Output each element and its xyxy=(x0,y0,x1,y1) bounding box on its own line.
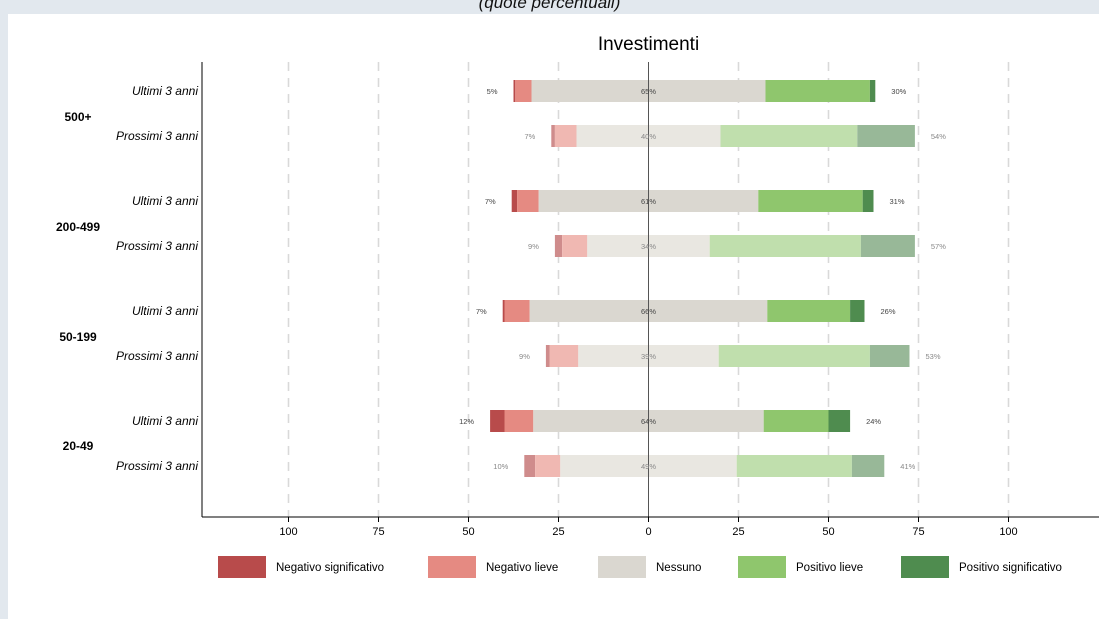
group-label: 500+ xyxy=(64,110,91,124)
positive-total-label: 53% xyxy=(926,352,941,361)
nessuno-share-label: 61% xyxy=(641,197,656,206)
bar-segment-pos-lieve xyxy=(718,345,870,367)
positive-total-label: 41% xyxy=(900,462,915,471)
negative-total-label: 7% xyxy=(476,307,487,316)
bar-segment-pos-sig xyxy=(869,345,910,367)
row-label: Ultimi 3 anni xyxy=(132,194,198,208)
bar-segment-pos-lieve xyxy=(763,410,829,432)
labels: 5% 65% 30% Ultimi 3 anni 7% 40% 54% Prossimi 3 … xyxy=(56,84,946,473)
nessuno-share-label: 66% xyxy=(641,307,656,316)
chart-title: Investimenti xyxy=(598,34,699,55)
negative-total-label: 9% xyxy=(528,242,539,251)
bar-segment-neg-lieve xyxy=(517,190,539,212)
row-label: Prossimi 3 anni xyxy=(116,459,198,473)
bars xyxy=(490,80,915,477)
gridlines xyxy=(287,62,1010,517)
positive-total-label: 57% xyxy=(931,242,946,251)
bar-segment-pos-sig xyxy=(869,80,876,102)
x-tick-label: 50 xyxy=(822,526,834,538)
x-tick-label: 75 xyxy=(372,526,384,538)
bar-segment-pos-sig xyxy=(862,190,874,212)
bar-segment-neg-lieve xyxy=(549,345,579,367)
nessuno-share-label: 65% xyxy=(641,87,656,96)
negative-total-label: 7% xyxy=(485,197,496,206)
bar-segment-neg-sig xyxy=(551,125,555,147)
x-tick-label: 100 xyxy=(999,526,1017,538)
positive-total-label: 24% xyxy=(866,417,881,426)
legend-label: Negativo significativo xyxy=(276,562,384,574)
row-label: Ultimi 3 anni xyxy=(132,304,198,318)
figure-caption: (quote percentuali) xyxy=(478,0,621,12)
negative-total-label: 5% xyxy=(487,87,498,96)
bar-segment-pos-lieve xyxy=(736,455,852,477)
legend-label: Positivo significativo xyxy=(959,562,1062,574)
bar-segment-neg-lieve xyxy=(504,300,530,322)
bar-segment-neg-sig xyxy=(545,345,550,367)
nessuno-share-label: 39% xyxy=(641,352,656,361)
bar-segment-neg-sig xyxy=(524,455,536,477)
bar-segment-neg-lieve xyxy=(515,80,532,102)
row-label: Prossimi 3 anni xyxy=(116,129,198,143)
legend: Negativo significativo Negativo lieve Ness… xyxy=(218,556,1062,578)
row-label: Prossimi 3 anni xyxy=(116,239,198,253)
nessuno-share-label: 34% xyxy=(641,242,656,251)
nessuno-share-label: 64% xyxy=(641,417,656,426)
x-tick-label: 50 xyxy=(462,526,474,538)
bar-segment-pos-sig xyxy=(850,300,865,322)
legend-swatch-pos-lieve xyxy=(738,556,786,578)
x-tick-label: 0 xyxy=(645,526,651,538)
bar-segment-neg-sig xyxy=(554,235,563,257)
bar-segment-neg-sig xyxy=(511,190,518,212)
bar-segment-neg-lieve xyxy=(554,125,577,147)
bar-segment-neg-sig xyxy=(513,80,516,102)
bar-segment-neg-sig xyxy=(502,300,505,322)
positive-total-label: 26% xyxy=(881,307,896,316)
negative-total-label: 9% xyxy=(519,352,530,361)
bar-segment-pos-lieve xyxy=(758,190,863,212)
diverging-bar-chart: 100 75 50 25 0 25 50 75 100 5% 65% 30% Ultimi 3 ann… xyxy=(56,34,1099,578)
chart-panel: 100 75 50 25 0 25 50 75 100 5% 65% 30% Ultimi 3 ann… xyxy=(8,14,1099,619)
row-label: Ultimi 3 anni xyxy=(132,414,198,428)
bar-segment-neg-lieve xyxy=(562,235,588,257)
bar-segment-neg-lieve xyxy=(504,410,534,432)
legend-swatch-pos-sig xyxy=(901,556,949,578)
bar-segment-neg-sig xyxy=(490,410,505,432)
row-label: Prossimi 3 anni xyxy=(116,349,198,363)
negative-total-label: 12% xyxy=(459,417,474,426)
group-label: 200-499 xyxy=(56,220,100,234)
group-label: 20-49 xyxy=(63,439,94,453)
x-tick-label: 100 xyxy=(279,526,297,538)
positive-total-label: 31% xyxy=(890,197,905,206)
legend-label: Negativo lieve xyxy=(486,562,558,574)
legend-label: Nessuno xyxy=(656,562,701,574)
legend-label: Positivo lieve xyxy=(796,562,863,574)
bar-segment-pos-lieve xyxy=(709,235,861,257)
legend-swatch-neg-lieve xyxy=(428,556,476,578)
x-tick-label: 25 xyxy=(552,526,564,538)
positive-total-label: 54% xyxy=(931,132,946,141)
group-label: 50-199 xyxy=(59,330,97,344)
bar-segment-pos-sig xyxy=(857,125,915,147)
row-label: Ultimi 3 anni xyxy=(132,84,198,98)
bar-segment-pos-lieve xyxy=(765,80,870,102)
bar-segment-pos-lieve xyxy=(720,125,858,147)
bar-segment-pos-sig xyxy=(851,455,885,477)
positive-total-label: 30% xyxy=(891,87,906,96)
axes: 100 75 50 25 0 25 50 75 100 xyxy=(201,62,1099,538)
nessuno-share-label: 49% xyxy=(641,462,656,471)
legend-swatch-nessuno xyxy=(598,556,646,578)
x-tick-label: 25 xyxy=(732,526,744,538)
bar-segment-pos-lieve xyxy=(767,300,851,322)
negative-total-label: 10% xyxy=(493,462,508,471)
bar-segment-neg-lieve xyxy=(535,455,561,477)
x-tick-label: 75 xyxy=(912,526,924,538)
legend-swatch-neg-sig xyxy=(218,556,266,578)
bar-segment-pos-sig xyxy=(860,235,915,257)
negative-total-label: 7% xyxy=(524,132,535,141)
nessuno-share-label: 40% xyxy=(641,132,656,141)
bar-segment-pos-sig xyxy=(828,410,851,432)
